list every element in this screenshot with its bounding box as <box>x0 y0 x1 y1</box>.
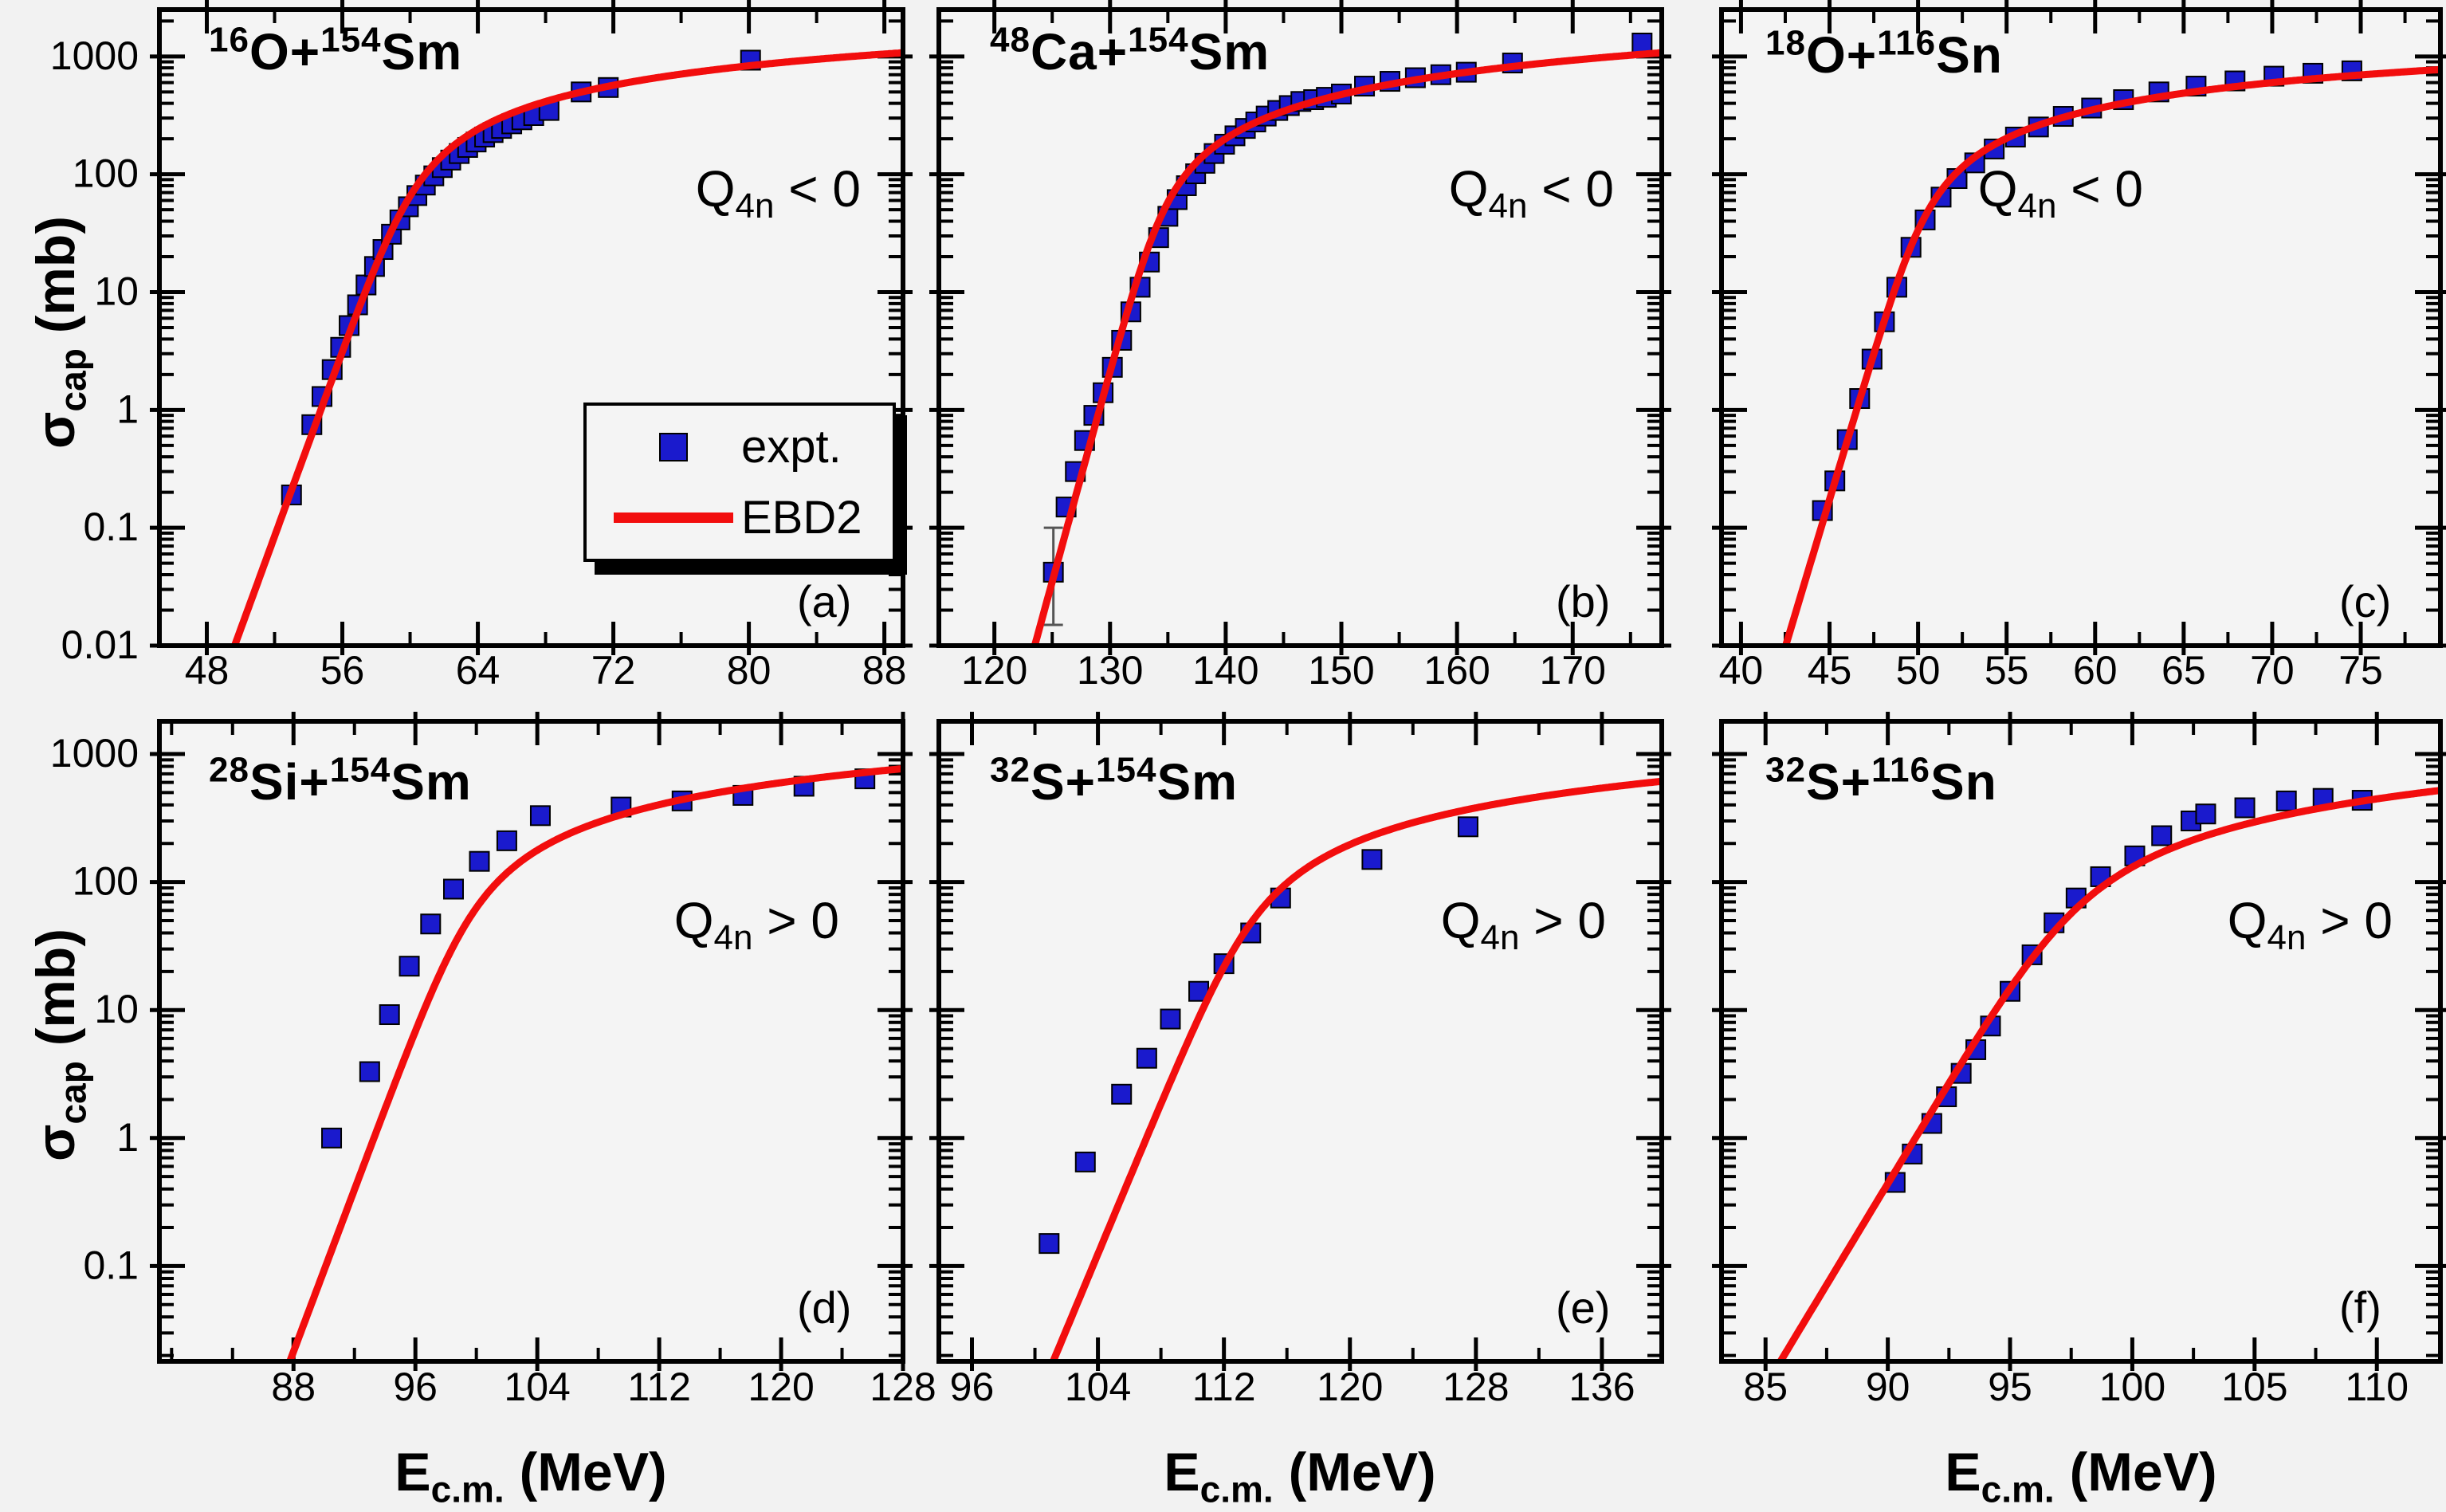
svg-text:128: 128 <box>870 1365 936 1409</box>
panel-a: 48 56 64 72 80 88 0.01 0.1 1 10 100 1000 <box>50 0 913 693</box>
svg-text:140: 140 <box>1192 648 1258 693</box>
svg-text:150: 150 <box>1308 648 1374 693</box>
panel-a-title: 16O+154Sm <box>209 20 463 81</box>
legend-ebd2-label: EBD2 <box>741 492 862 544</box>
svg-text:56: 56 <box>320 648 365 693</box>
panel-d-q-annotation: Q4n > 0 <box>673 892 839 957</box>
ebd2-curve <box>231 49 901 644</box>
svg-text:112: 112 <box>1192 1365 1256 1409</box>
svg-text:50: 50 <box>1896 648 1941 693</box>
svg-text:96: 96 <box>393 1365 438 1409</box>
panel-c-title: 18O+116Sn <box>1765 23 2003 84</box>
svg-text:110: 110 <box>2345 1365 2409 1409</box>
svg-text:40: 40 <box>1719 648 1764 693</box>
legend: expt. EBD2 <box>583 403 896 562</box>
x-axis-label-col3: Ec.m. (MeV) <box>1945 1442 2217 1510</box>
ebd2-curve <box>1782 65 2439 644</box>
svg-text:0.1: 0.1 <box>83 505 139 549</box>
ebd2-curve <box>1777 787 2439 1360</box>
svg-text:72: 72 <box>591 648 636 693</box>
svg-text:120: 120 <box>748 1365 814 1409</box>
panel-b-letter: (b) <box>1556 576 1611 626</box>
svg-text:45: 45 <box>1808 648 1852 693</box>
panel-d-title: 28Si+154Sm <box>209 750 472 811</box>
svg-text:85: 85 <box>1743 1365 1788 1409</box>
x-axis-label-col1: Ec.m. (MeV) <box>395 1442 667 1510</box>
ebd2-curve <box>1050 777 1660 1360</box>
svg-text:10: 10 <box>94 987 139 1031</box>
svg-text:75: 75 <box>2338 648 2383 693</box>
svg-text:120: 120 <box>961 648 1027 693</box>
svg-text:48: 48 <box>185 648 230 693</box>
panel-b: 120 130 140 150 160 170 <box>929 0 1671 693</box>
ebd2-curve <box>286 765 901 1360</box>
panel-c-q-annotation: Q4n < 0 <box>1977 160 2143 226</box>
svg-text:1: 1 <box>116 387 139 431</box>
panel-a-letter: (a) <box>797 576 852 626</box>
panel-f: 85 90 95 100 105 110 <box>1712 712 2446 1409</box>
svg-text:170: 170 <box>1540 648 1606 693</box>
panel-b-title: 48Ca+154Sm <box>990 20 1270 81</box>
svg-text:88: 88 <box>271 1365 316 1409</box>
ebd2-curve <box>1031 49 1660 644</box>
svg-text:0.01: 0.01 <box>61 622 139 667</box>
panel-d-letter: (d) <box>797 1282 852 1333</box>
svg-text:1: 1 <box>116 1115 139 1160</box>
svg-text:70: 70 <box>2250 648 2295 693</box>
svg-text:100: 100 <box>2099 1365 2165 1409</box>
svg-text:105: 105 <box>2221 1365 2287 1409</box>
panel-c-letter: (c) <box>2339 576 2392 626</box>
svg-text:130: 130 <box>1077 648 1143 693</box>
svg-text:100: 100 <box>73 859 139 904</box>
svg-text:80: 80 <box>727 648 771 693</box>
svg-text:120: 120 <box>1317 1365 1383 1409</box>
svg-text:55: 55 <box>1985 648 2029 693</box>
svg-text:60: 60 <box>2073 648 2118 693</box>
svg-text:104: 104 <box>1065 1365 1131 1409</box>
svg-text:10: 10 <box>94 269 139 313</box>
panel-e-q-annotation: Q4n > 0 <box>1440 892 1606 957</box>
panel-b-q-annotation: Q4n < 0 <box>1448 160 1614 226</box>
panel-c: 40 45 50 55 60 65 70 75 <box>1712 0 2446 693</box>
svg-text:1000: 1000 <box>50 731 139 776</box>
legend-expt-label: expt. <box>741 421 842 473</box>
svg-text:90: 90 <box>1866 1365 1910 1409</box>
svg-text:96: 96 <box>950 1365 995 1409</box>
panel-e: 96 104 112 120 128 136 <box>929 712 1671 1409</box>
x-axis-label-col2: Ec.m. (MeV) <box>1164 1442 1436 1510</box>
svg-text:64: 64 <box>456 648 501 693</box>
ebd2-line-swatch <box>614 513 733 523</box>
panel-d: 88 96 104 112 120 128 0.1 1 10 100 1000 <box>50 712 936 1409</box>
panel-f-letter: (f) <box>2339 1282 2381 1333</box>
panel-a-q-annotation: Q4n < 0 <box>695 160 861 226</box>
svg-text:0.1: 0.1 <box>83 1243 139 1287</box>
expt-marker-swatch <box>659 432 688 461</box>
panel-e-title: 32S+154Sm <box>990 750 1239 811</box>
svg-text:65: 65 <box>2161 648 2206 693</box>
svg-text:1000: 1000 <box>50 33 139 78</box>
svg-text:88: 88 <box>862 648 907 693</box>
svg-text:95: 95 <box>1988 1365 2032 1409</box>
expt-points <box>1038 816 1478 1255</box>
y-axis-label-bottom: σcap (mb) <box>26 929 94 1161</box>
svg-text:128: 128 <box>1443 1365 1509 1409</box>
expt-points <box>321 768 876 1149</box>
svg-text:100: 100 <box>73 151 139 196</box>
panel-e-letter: (e) <box>1556 1282 1611 1333</box>
svg-text:160: 160 <box>1423 648 1490 693</box>
panel-f-title: 32S+116Sn <box>1765 750 1997 811</box>
y-axis-label-top: σcap (mb) <box>26 216 94 449</box>
svg-text:104: 104 <box>504 1365 570 1409</box>
svg-text:136: 136 <box>1569 1365 1635 1409</box>
panel-f-q-annotation: Q4n > 0 <box>2227 892 2393 957</box>
svg-text:112: 112 <box>627 1365 691 1409</box>
